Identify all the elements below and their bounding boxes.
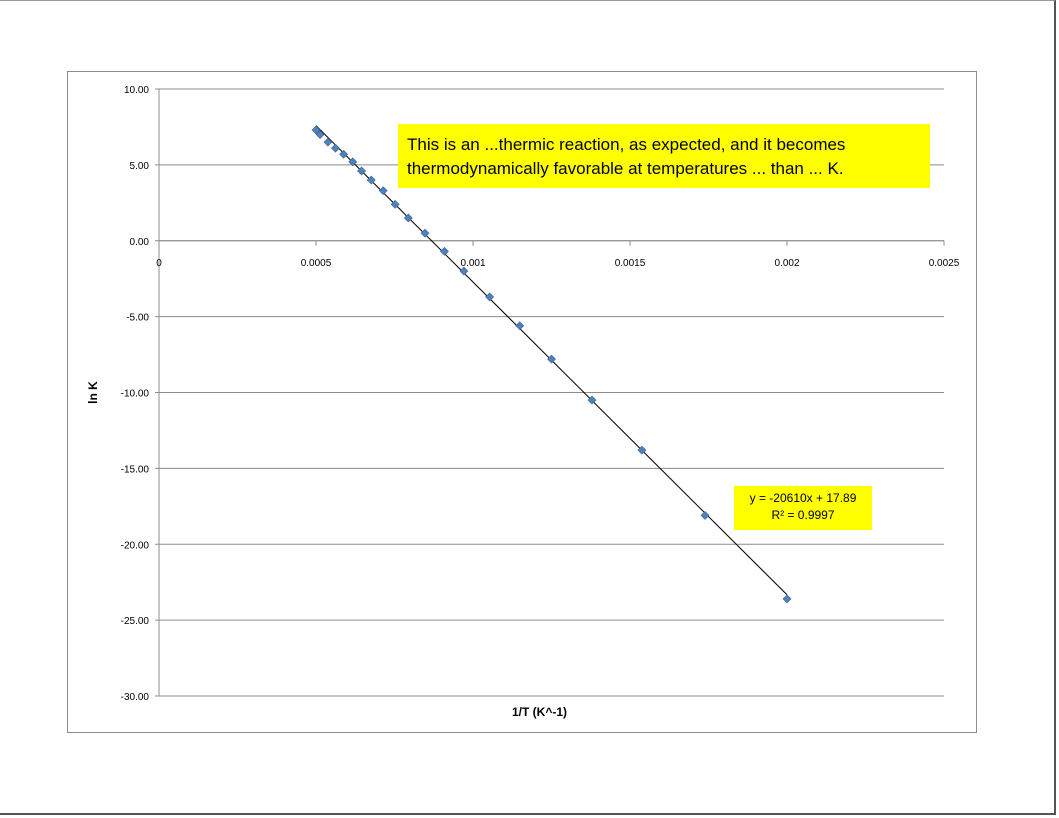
data-point — [782, 594, 792, 604]
data-point — [378, 186, 388, 196]
data-point — [485, 292, 495, 302]
data-point — [390, 199, 400, 209]
y-tick-label: -15.00 — [121, 464, 150, 475]
trendline-equation-box: y = -20610x + 17.89 R² = 0.9997 — [734, 486, 872, 530]
data-point — [366, 175, 376, 185]
data-point — [403, 213, 413, 223]
data-point — [587, 395, 597, 405]
tick-labels: 10.00 5.00 0.00 -5.00 -10.00 -15.00 -20.00 -25.… — [86, 85, 960, 719]
y-tick-label: 5.00 — [130, 161, 150, 172]
x-tick-label: 0 — [156, 258, 162, 269]
scatter-chart: 10.00 5.00 0.00 -5.00 -10.00 -15.00 -20.00 -25.… — [86, 85, 960, 719]
trendline-equation: y = -20610x + 17.89 — [749, 491, 857, 505]
data-point — [637, 445, 647, 455]
annotation-note: This is an ...thermic reaction, as expec… — [398, 124, 930, 188]
data-points — [311, 125, 792, 604]
data-point — [323, 137, 333, 147]
x-tick-label: 0.001 — [460, 258, 485, 269]
data-point — [420, 228, 430, 238]
x-tick-label: 0.0025 — [929, 258, 960, 269]
grid-lines — [159, 88, 944, 697]
data-point — [459, 266, 469, 276]
data-point — [440, 246, 449, 256]
data-point — [311, 125, 321, 135]
y-tick-label: -25.00 — [121, 616, 150, 627]
data-point — [700, 510, 710, 520]
y-axis-title: ln K — [86, 381, 100, 404]
annotation-line-1: This is an ...thermic reaction, as expec… — [407, 135, 846, 154]
y-tick-label: 0.00 — [130, 237, 150, 248]
trendline-r-squared: R² = 0.9997 — [771, 508, 835, 522]
y-tick-label: 10.00 — [124, 85, 149, 96]
data-point — [357, 166, 366, 176]
x-axis-title: 1/T (K^-1) — [512, 705, 567, 719]
y-tick-label: -5.00 — [126, 313, 149, 324]
y-tick-label: -10.00 — [121, 389, 150, 400]
data-point — [547, 354, 556, 364]
data-point — [315, 130, 325, 139]
data-point — [331, 143, 340, 153]
axes — [155, 88, 945, 697]
x-tick-label: 0.0015 — [615, 258, 646, 269]
y-tick-label: -30.00 — [121, 692, 150, 703]
data-point — [339, 149, 349, 159]
x-tick-label: 0.0005 — [301, 258, 332, 269]
x-tick-label: 0.002 — [774, 258, 799, 269]
data-point — [515, 321, 525, 331]
y-tick-label: -20.00 — [121, 540, 150, 551]
annotation-line-2: thermodynamically favorable at temperatu… — [407, 159, 844, 178]
data-point — [348, 157, 358, 167]
